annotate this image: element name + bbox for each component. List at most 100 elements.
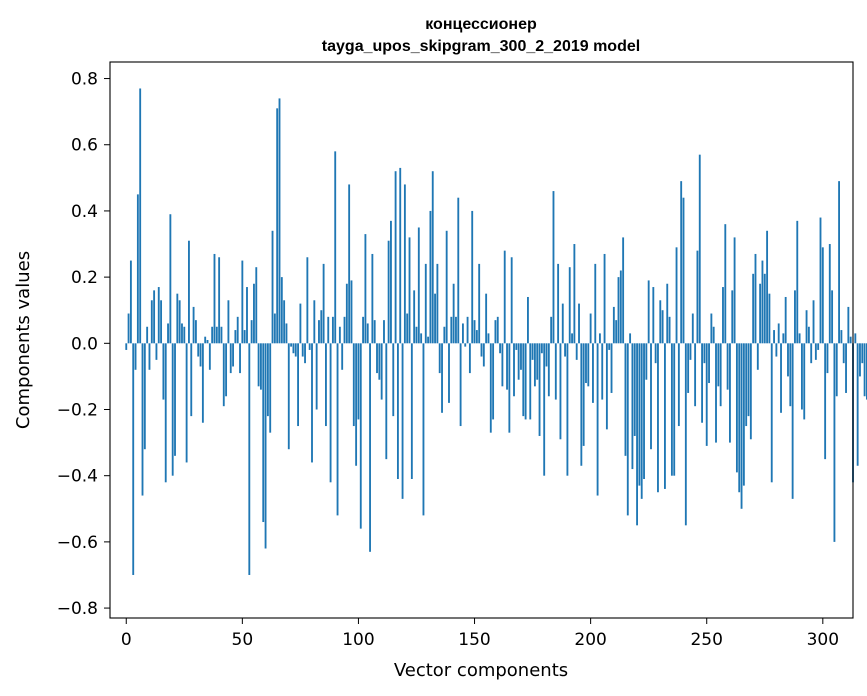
bar-148 (468, 343, 471, 374)
bar-131 (429, 210, 432, 344)
bar-212 (617, 277, 620, 344)
bar-255 (717, 343, 720, 387)
bar-170 (520, 343, 522, 370)
bar-221 (638, 343, 641, 486)
bar-209 (610, 343, 613, 393)
bar-74 (297, 343, 300, 427)
bar-174 (529, 343, 532, 420)
bar-114 (390, 220, 392, 344)
bar-68 (283, 300, 286, 344)
bar-101 (359, 343, 362, 529)
bar-151 (475, 330, 478, 344)
bar-173 (527, 296, 529, 344)
bar-177 (536, 343, 539, 380)
bar-134 (436, 263, 439, 344)
bar-252 (710, 313, 713, 344)
bar-31 (197, 343, 200, 357)
bar-183 (550, 316, 553, 344)
y-tick-label: 0.6 (71, 136, 98, 156)
bar-197 (582, 343, 585, 446)
bar-105 (369, 343, 371, 552)
bar-149 (471, 210, 474, 344)
bar-220 (636, 343, 638, 526)
bar-304 (831, 290, 834, 344)
bar-298 (817, 343, 820, 350)
bar-14 (157, 287, 160, 344)
bar-51 (243, 330, 246, 344)
bar-312 (849, 336, 852, 344)
bar-152 (478, 263, 481, 344)
bar-280 (775, 343, 778, 357)
bar-274 (761, 260, 764, 344)
bar-70 (287, 343, 290, 450)
plot-frame (109, 61, 854, 619)
bar-84 (320, 310, 323, 344)
bar-82 (315, 343, 318, 410)
bar-117 (396, 343, 399, 479)
bar-222 (640, 343, 643, 499)
bar-198 (585, 343, 587, 384)
chart-subtitle: tayga_upos_skipgram_300_2_2019 model (322, 38, 640, 55)
bar-40 (218, 257, 221, 344)
bar-8 (143, 343, 146, 450)
bar-55 (253, 283, 255, 344)
bar-103 (364, 234, 367, 344)
bar-300 (821, 247, 824, 344)
bar-176 (533, 343, 536, 387)
bar-239 (680, 181, 683, 344)
bar-236 (673, 343, 676, 476)
bar-283 (782, 333, 785, 344)
bar-150 (473, 320, 476, 344)
bar-293 (805, 310, 808, 344)
bar-228 (654, 343, 657, 364)
bar-201 (592, 343, 594, 403)
bar-144 (459, 343, 462, 427)
bar-316 (859, 343, 861, 377)
bar-135 (438, 343, 441, 374)
y-axis-label: Components values (13, 251, 34, 429)
bar-80 (311, 343, 313, 463)
bar-163 (503, 250, 506, 344)
bar-38 (213, 253, 216, 344)
bar-47 (234, 330, 237, 344)
bar-75 (299, 303, 302, 344)
bar-308 (840, 330, 843, 344)
bar-41 (220, 326, 223, 344)
y-tick-label: 0.2 (71, 268, 98, 288)
bar-258 (724, 224, 727, 344)
y-tick-label: 0.0 (71, 334, 98, 354)
bar-164 (506, 343, 508, 390)
bar-111 (383, 320, 385, 344)
bar-98 (352, 343, 355, 427)
bar-102 (362, 316, 365, 344)
y-tick-label: 0.4 (71, 202, 98, 222)
bar-296 (812, 300, 815, 344)
bar-226 (650, 343, 652, 450)
bar-50 (241, 260, 244, 344)
bar-188 (561, 303, 564, 344)
bar-200 (589, 313, 592, 344)
bar-32 (199, 343, 202, 367)
bar-79 (308, 343, 311, 350)
bar-63 (271, 230, 274, 344)
bar-229 (657, 343, 659, 493)
bar-71 (290, 343, 293, 347)
bar-64 (273, 313, 276, 344)
bar-196 (580, 343, 583, 466)
bar-257 (722, 287, 724, 344)
bar-157 (489, 343, 492, 433)
x-tick-label: 200 (574, 630, 606, 650)
bar-272 (756, 343, 759, 370)
bar-311 (847, 306, 850, 344)
bar-42 (222, 343, 225, 407)
bar-230 (659, 300, 662, 344)
bar-179 (540, 343, 543, 354)
bar-169 (517, 343, 520, 380)
bar-1 (127, 313, 130, 344)
bar-85 (322, 263, 325, 344)
bar-16 (162, 343, 165, 400)
bar-52 (246, 287, 248, 344)
bar-53 (248, 343, 251, 575)
bar-37 (211, 326, 214, 344)
